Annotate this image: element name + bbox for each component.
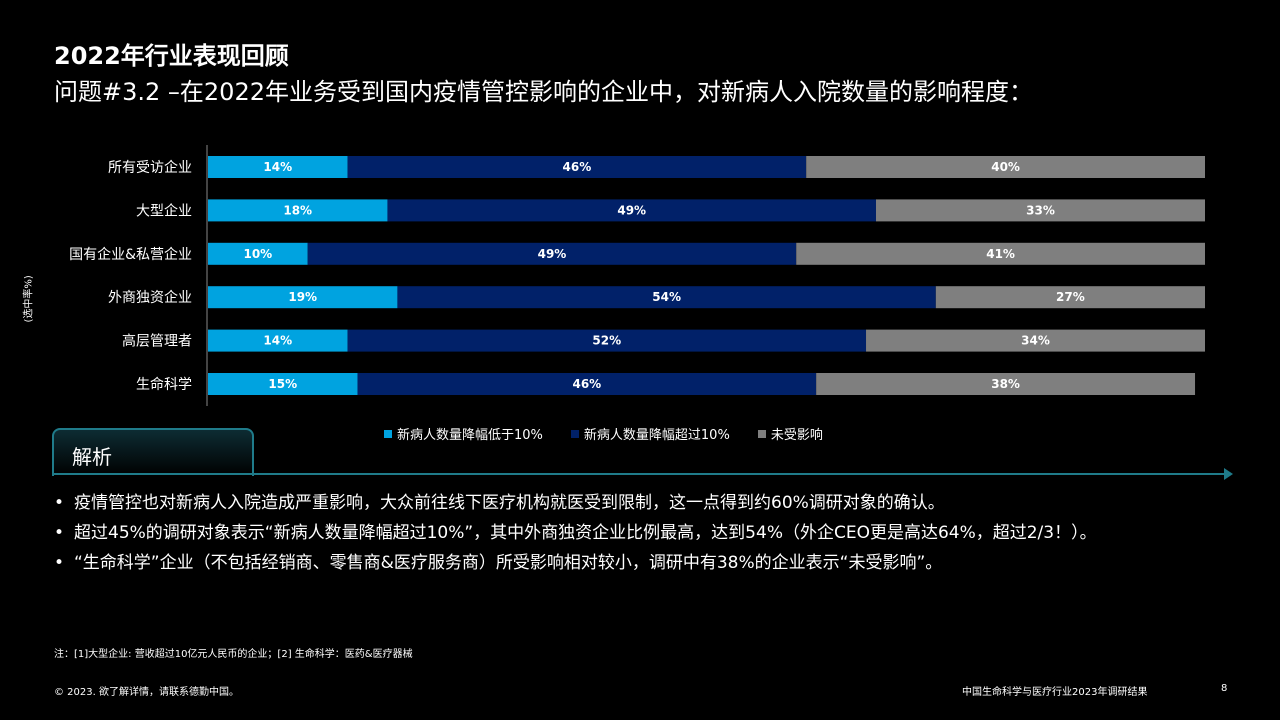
bar-segment [307,242,797,265]
stacked-bar-chart: 所有受访企业 14% 46% 40% 大型企业 18% 49% 33% 国有企业&私营企业 10%… [69,145,1205,406]
legend-item-low: 新病人数量降幅低于10% [384,424,543,443]
legend-label-high: 新病人数量降幅超过10% [583,428,730,443]
page-subtitle: 问题#3.2 –在2022年业务受到国内疫情管控影响的企业中，对新病人入院数量的… [54,78,1033,106]
bar-segment [397,286,936,309]
bullet-dot-icon: • [54,553,65,573]
analysis-divider [52,473,1227,475]
bullet-dot-icon: • [54,523,65,543]
footnote: 注：[1]大型企业: 营收超过10亿元人民币的企业；[2] 生命科学：医药&医疗… [54,649,413,660]
category-label: 所有受访企业 [108,159,192,176]
data-label: 15% [268,377,297,391]
arrow-right-icon [1224,468,1233,480]
category-label: 高层管理者 [122,333,192,350]
bar-segment [347,156,807,178]
bar-segment [796,242,1205,265]
data-label: 27% [1056,290,1085,304]
category-label: 大型企业 [136,202,192,219]
bullet-text: 超过45%的调研对象表示“新病人数量降幅超过10%”，其中外商独资企业比例最高，… [74,523,1097,543]
data-label: 54% [652,290,681,304]
report-name: 中国生命科学与医疗行业2023年调研结果 [962,687,1148,698]
bar-segment [347,329,867,352]
data-label: 52% [592,334,621,348]
page-number: 8 [1221,683,1228,694]
data-label: 38% [991,377,1020,391]
data-label: 40% [991,160,1020,174]
data-label: 34% [1021,334,1050,348]
bar-segment [208,373,358,395]
bar-segment [875,199,1205,222]
data-label: 46% [572,377,601,391]
data-label: 49% [617,203,646,217]
data-label: 14% [263,160,292,174]
bar-segment [208,199,388,222]
bullet-item: • 超过45%的调研对象表示“新病人数量降幅超过10%”，其中外商独资企业比例最… [54,520,1234,546]
bar-segment [357,373,817,395]
legend-swatch-high [570,429,579,438]
analysis-tab [52,428,254,476]
bar-segment [866,329,1205,352]
bar-segment [208,156,348,178]
bullet-dot-icon: • [54,493,65,513]
chart-legend: 新病人数量降幅低于10% 新病人数量降幅超过10% 未受影响 [384,424,823,443]
legend-swatch-none [757,429,766,438]
data-label: 14% [263,334,292,348]
legend-label-none: 未受影响 [770,428,823,443]
bullet-item: • “生命科学”企业（不包括经销商、零售商&医疗服务商）所受影响相对较小，调研中… [54,550,1234,576]
bar-segment [806,156,1205,178]
data-label: 41% [986,247,1015,261]
legend-item-none: 未受影响 [757,424,823,443]
bullet-item: • 疫情管控也对新病人入院造成严重影响，大众前往线下医疗机构就医受到限制，这一点… [54,490,1234,516]
analysis-bullets: • 疫情管控也对新病人入院造成严重影响，大众前往线下医疗机构就医受到限制，这一点… [54,490,1234,580]
data-label: 33% [1026,203,1055,217]
page-title: 2022年行业表现回顾 [54,42,289,70]
bar-segment [208,286,398,309]
data-label: 46% [563,160,592,174]
bar-segment [208,329,348,352]
bar-segment [208,242,308,265]
bullet-text: “生命科学”企业（不包括经销商、零售商&医疗服务商）所受影响相对较小，调研中有3… [74,553,943,573]
bar-segment [387,199,876,222]
category-label: 生命科学 [136,376,192,393]
legend-item-high: 新病人数量降幅超过10% [570,424,730,443]
legend-label-low: 新病人数量降幅低于10% [397,428,543,443]
data-label: 49% [538,247,567,261]
legend-swatch-low [384,429,392,438]
category-label: 国有企业&私营企业 [69,246,192,263]
data-label: 19% [288,290,317,304]
bar-segment [935,286,1205,309]
bar-segment [816,373,1196,395]
bullet-text: 疫情管控也对新病人入院造成严重影响，大众前往线下医疗机构就医受到限制，这一点得到… [74,493,945,513]
analysis-heading: 解析 [72,445,112,469]
copyright: © 2023. 欲了解详情，请联系德勤中国。 [54,687,239,698]
category-label: 外商独资企业 [108,289,192,306]
data-label: 18% [283,203,312,217]
data-label: 10% [243,247,272,261]
